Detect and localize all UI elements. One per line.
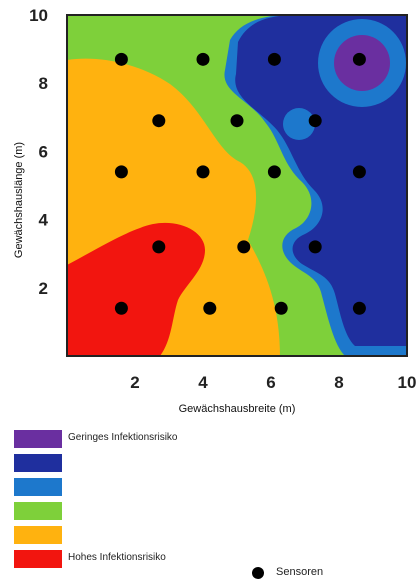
sensor-point — [152, 114, 166, 128]
legend-item — [14, 526, 234, 550]
sensor-point — [308, 114, 322, 128]
sensor-point — [196, 52, 210, 66]
sensor-point — [152, 240, 166, 254]
x-tick-label: 10 — [398, 373, 417, 392]
sensor-point — [352, 301, 366, 315]
plot-frame — [66, 14, 408, 357]
legend-item-low: Geringes Infektionsrisiko — [14, 430, 234, 454]
y-tick-label: 2 — [39, 279, 48, 298]
sensor-legend-dot — [252, 567, 264, 579]
sensor-legend-label: Sensoren — [276, 566, 324, 578]
sensor-point — [267, 165, 281, 179]
sensor-point — [308, 240, 322, 254]
risk-legend: Geringes Infektionsrisiko Hohes Infektio… — [14, 430, 234, 574]
legend-swatch — [14, 526, 62, 544]
sensor-point — [237, 240, 251, 254]
y-tick-label: 4 — [39, 211, 49, 230]
legend-swatch — [14, 502, 62, 520]
y-tick-label: 10 — [29, 6, 48, 25]
legend-label-high: Hohes Infektionsrisiko — [68, 552, 166, 563]
y-tick-label: 8 — [39, 74, 48, 93]
legend-label-low: Geringes Infektionsrisiko — [68, 432, 178, 443]
sensor-point — [196, 165, 210, 179]
x-tick-label: 2 — [130, 373, 139, 392]
x-tick-labels: 2 4 6 8 10 — [130, 373, 416, 392]
sensor-point — [114, 165, 128, 179]
legend-swatch — [14, 478, 62, 496]
legend-item — [14, 502, 234, 526]
legend-swatch — [14, 550, 62, 568]
contour-regions — [67, 15, 407, 356]
y-axis-label: Gewächshauslänge (m) — [13, 142, 25, 258]
sensor-point — [230, 114, 244, 128]
x-tick-label: 6 — [266, 373, 275, 392]
legend-swatch — [14, 454, 62, 472]
y-tick-labels: 2 4 6 8 10 — [29, 6, 48, 298]
sensor-point — [114, 301, 128, 315]
legend-swatch — [14, 430, 62, 448]
region-bluespot — [283, 108, 315, 140]
sensor-point — [352, 165, 366, 179]
sensor-layer — [114, 52, 366, 315]
sensor-point — [267, 52, 281, 66]
x-tick-label: 8 — [334, 373, 343, 392]
legend-item — [14, 478, 234, 502]
sensor-point — [274, 301, 288, 315]
region-red — [67, 222, 205, 356]
sensor-point — [114, 52, 128, 66]
y-tick-label: 6 — [39, 142, 48, 161]
x-tick-label: 4 — [198, 373, 208, 392]
legend-item-high: Hohes Infektionsrisiko — [14, 550, 234, 574]
legend-item — [14, 454, 234, 478]
sensor-point — [352, 52, 366, 66]
sensor-point — [203, 301, 217, 315]
x-axis-label: Gewächshausbreite (m) — [179, 403, 296, 415]
